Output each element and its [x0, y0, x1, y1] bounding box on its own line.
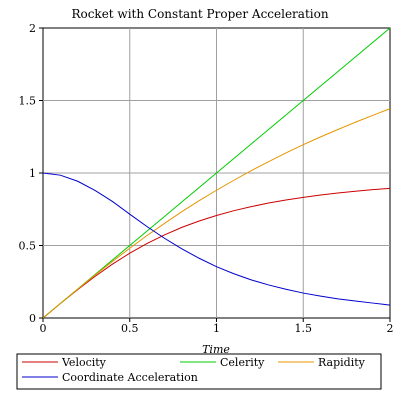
x-axis-label: Time	[202, 343, 230, 356]
y-tick-label: 2	[29, 22, 36, 35]
legend-label-rapidity: Rapidity	[318, 356, 366, 369]
series-line-rapidity	[42, 108, 391, 319]
legend-box	[16, 353, 382, 390]
series-line-velocity	[42, 187, 391, 319]
series-lines	[42, 27, 391, 319]
y-tick-label: 1	[29, 167, 36, 180]
series-line-celerity	[42, 27, 391, 319]
chart-title: Rocket with Constant Proper Acceleration	[71, 7, 328, 21]
x-tick-label: 0	[40, 322, 47, 335]
y-tick-label: 1.5	[19, 95, 37, 108]
legend: Velocity Celerity Rapidity Coordinate Accel…	[22, 356, 366, 384]
x-tick-label: 1.5	[295, 322, 313, 335]
x-tick-label: 2	[387, 322, 394, 335]
legend-label-velocity: Velocity	[61, 356, 107, 369]
series-line-coordinate-acceleration	[42, 172, 391, 306]
legend-label-coordinate-acceleration: Coordinate Acceleration	[62, 371, 198, 384]
y-axis-ticks: 0 0.5 1 1.5 2	[19, 22, 43, 325]
y-tick-label: 0	[29, 312, 36, 325]
x-axis-ticks: 0 0.5 1 1.5 2	[40, 318, 394, 335]
x-tick-label: 1	[213, 322, 220, 335]
legend-label-celerity: Celerity	[220, 356, 265, 369]
x-tick-label: 0.5	[121, 322, 139, 335]
y-tick-label: 0.5	[19, 240, 37, 253]
